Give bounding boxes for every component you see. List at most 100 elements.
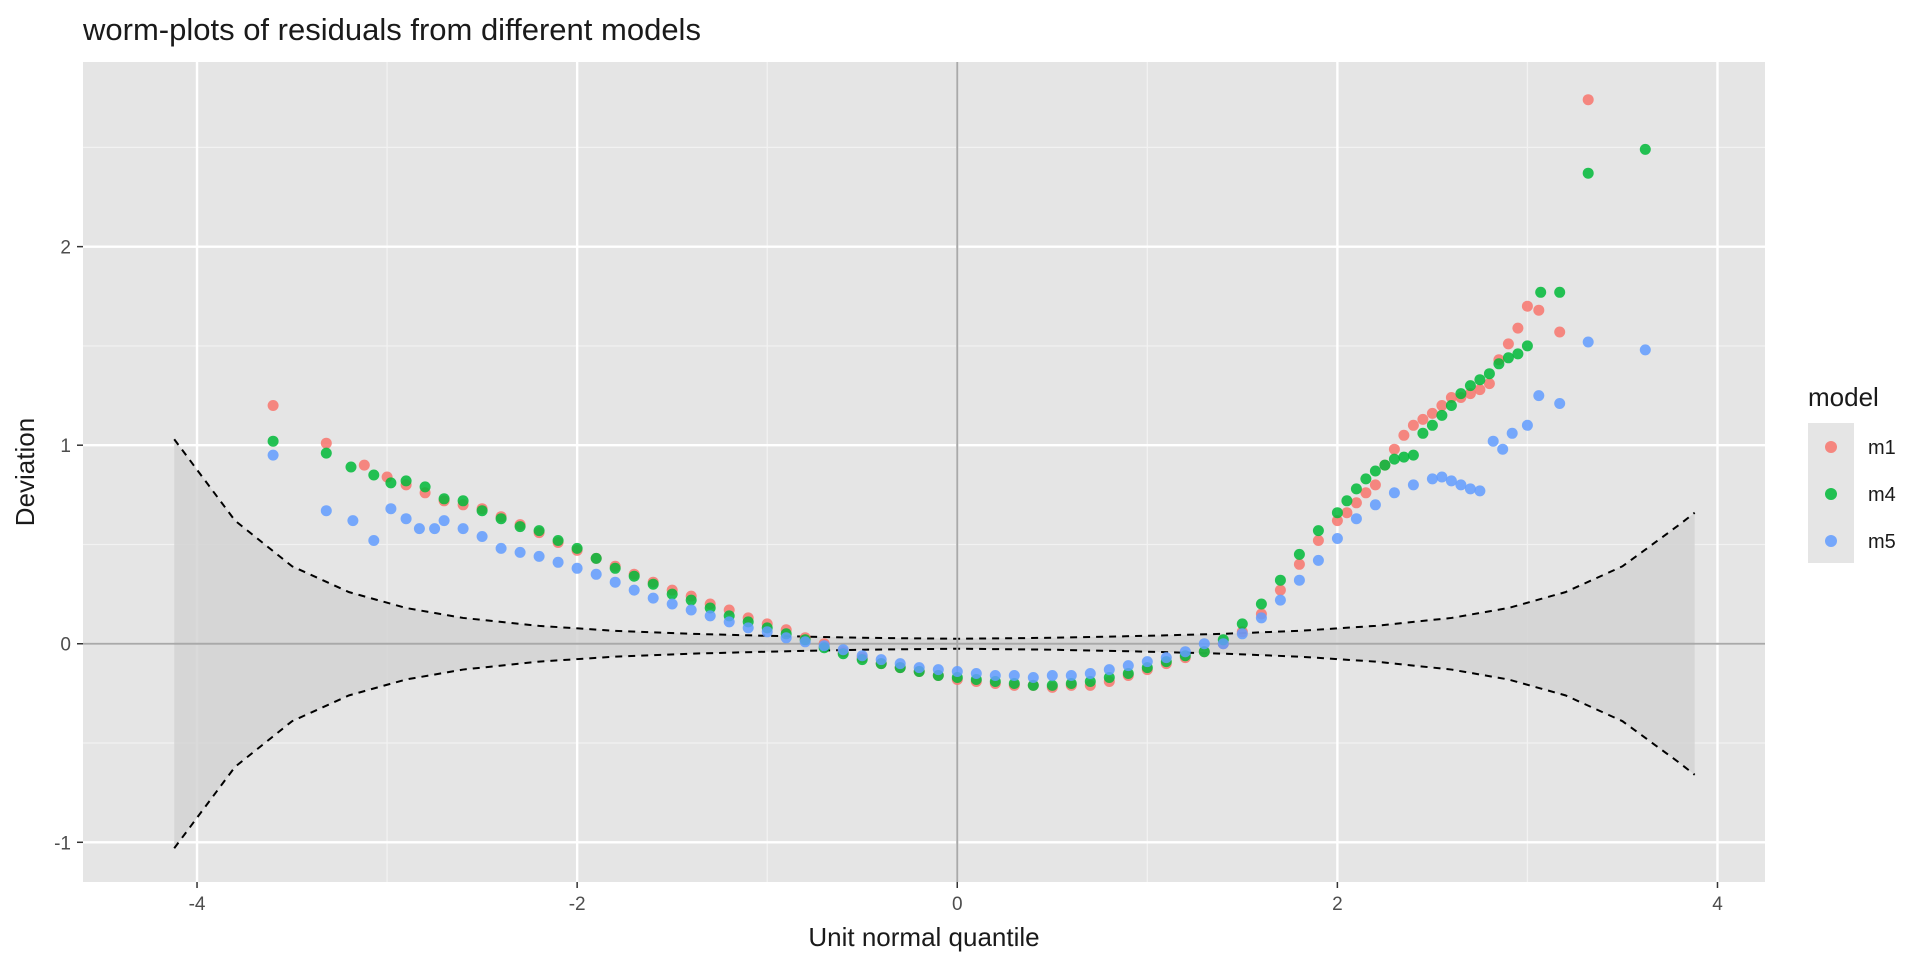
- point-m4: [552, 535, 564, 546]
- point-m5: [429, 523, 441, 535]
- point-m1: [1426, 407, 1438, 419]
- point-m1: [1341, 507, 1353, 519]
- y-axis-label: Deviation: [10, 418, 40, 526]
- point-m5: [932, 664, 944, 676]
- point-m1: [1331, 515, 1343, 527]
- point-m4: [495, 513, 507, 525]
- y-tick-label: 2: [60, 238, 71, 259]
- point-m5: [647, 592, 659, 604]
- point-m5: [780, 632, 792, 644]
- series-m5: [267, 336, 1651, 683]
- point-m5: [1141, 656, 1153, 668]
- point-m4: [1483, 368, 1495, 380]
- point-m4: [1388, 453, 1400, 465]
- point-m5: [1455, 479, 1467, 491]
- point-m5: [400, 513, 412, 525]
- point-m4: [1122, 668, 1134, 679]
- point-m4: [1293, 548, 1305, 560]
- legend-label-m1: m1: [1868, 437, 1896, 459]
- legend-key-m1: [1825, 441, 1837, 453]
- point-m5: [1474, 485, 1486, 497]
- point-m5: [1388, 487, 1400, 499]
- point-m4: [1512, 348, 1524, 360]
- point-m5: [951, 666, 963, 677]
- point-m5: [818, 640, 830, 652]
- point-m1: [1360, 487, 1372, 499]
- point-m1: [1398, 429, 1410, 441]
- x-tick-label: 0: [952, 894, 963, 915]
- legend: model m1 m4 m5: [1808, 382, 1896, 563]
- point-m4: [666, 588, 678, 600]
- point-m5: [1331, 533, 1343, 544]
- x-tick-label: -4: [189, 894, 206, 915]
- point-m5: [476, 531, 488, 542]
- point-m1: [320, 437, 332, 449]
- point-m5: [742, 622, 754, 634]
- point-m5: [1582, 336, 1594, 348]
- point-m5: [1554, 398, 1566, 409]
- point-m5: [347, 515, 359, 527]
- point-m1: [1502, 338, 1514, 350]
- minor-gridlines: [83, 62, 1765, 882]
- point-m1: [1350, 497, 1362, 509]
- point-m4: [1464, 380, 1476, 392]
- point-m5: [1521, 419, 1533, 431]
- legend-title: model: [1808, 382, 1879, 412]
- point-m1: [1407, 419, 1419, 431]
- point-m5: [1008, 670, 1020, 681]
- point-m1: [1417, 413, 1429, 425]
- point-m4: [267, 435, 279, 447]
- point-m4: [1407, 449, 1419, 461]
- point-m1: [1388, 443, 1400, 455]
- point-m5: [1274, 594, 1286, 606]
- x-tick-label: 4: [1712, 894, 1723, 915]
- y-tick-label: -1: [54, 833, 71, 854]
- point-m5: [368, 535, 380, 546]
- point-m5: [799, 636, 811, 648]
- point-m5: [913, 662, 925, 674]
- point-m5: [609, 576, 621, 588]
- legend-label-m5: m5: [1868, 531, 1896, 553]
- point-m1: [1436, 400, 1448, 411]
- point-m4: [1331, 507, 1343, 519]
- point-m5: [704, 610, 716, 622]
- point-m5: [590, 568, 602, 580]
- point-m5: [723, 616, 735, 628]
- point-m5: [571, 562, 583, 574]
- point-m4: [628, 570, 640, 582]
- point-m4: [1046, 679, 1058, 691]
- legend-key-m4: [1825, 488, 1837, 500]
- point-m5: [837, 644, 849, 656]
- point-m4: [704, 602, 716, 614]
- point-m1: [1369, 479, 1381, 491]
- point-m4: [368, 469, 380, 481]
- point-m5: [1236, 628, 1248, 640]
- point-m5: [1464, 483, 1476, 495]
- point-m5: [1445, 475, 1457, 487]
- point-m5: [1312, 554, 1324, 566]
- point-m4: [1341, 495, 1353, 507]
- point-m5: [1506, 427, 1518, 439]
- y-tick-label: 1: [60, 436, 71, 457]
- point-m4: [1103, 672, 1115, 683]
- point-m4: [1379, 459, 1391, 471]
- point-m1: [1445, 392, 1457, 403]
- point-m4: [1455, 388, 1467, 400]
- legend-key-m5: [1825, 535, 1837, 547]
- x-axis-label: Unit normal quantile: [808, 922, 1039, 952]
- point-m5: [1407, 479, 1419, 491]
- point-m5: [495, 542, 507, 554]
- point-m4: [1445, 400, 1457, 411]
- point-m4: [1255, 598, 1267, 610]
- point-m1: [1483, 378, 1495, 390]
- x-axis-ticks: -4 -2 0 2 4: [189, 882, 1723, 915]
- point-m1: [1274, 584, 1286, 596]
- point-m4: [571, 542, 583, 554]
- point-m4: [457, 495, 469, 507]
- point-m4: [1312, 525, 1324, 537]
- point-m5: [666, 598, 678, 610]
- point-m4: [476, 505, 488, 517]
- point-m4: [1236, 618, 1248, 630]
- point-m5: [533, 550, 545, 562]
